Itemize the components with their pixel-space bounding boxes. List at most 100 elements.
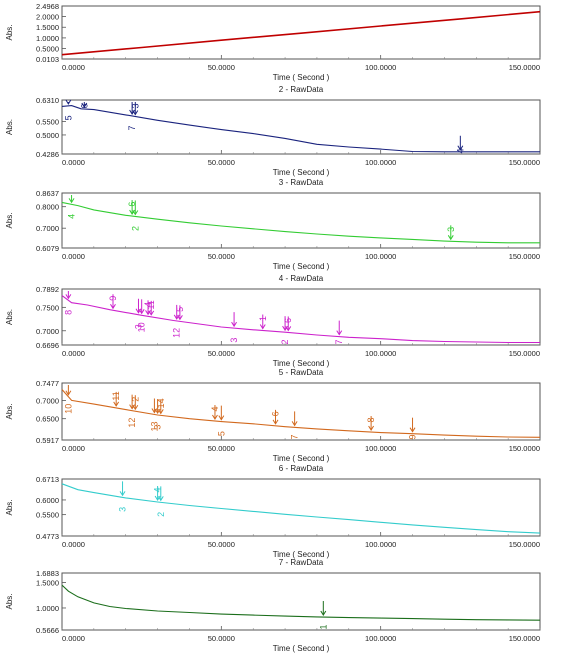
marker-label: 12 [127,418,137,428]
y-tick-label: 0.6079 [36,244,59,253]
y-tick-label: 1.0000 [36,604,59,613]
marker-annotation: 4 [143,300,153,316]
y-axis-label: Abs. [5,309,14,325]
series-line [61,483,541,534]
x-tick-label: 0.0000 [62,63,85,72]
y-tick-label: 2.0000 [36,13,59,22]
marker-label: 6 [127,202,137,207]
marker-label: 3 [153,425,163,430]
y-tick-label: 0.6500 [36,415,59,424]
y-tick-label: 0.6000 [36,496,59,505]
chart-title: 4 - RawData [279,274,324,283]
marker-annotation: 4 [67,195,77,219]
x-tick-label: 150.0000 [509,540,540,549]
x-axis-label: Time ( Second ) [273,644,330,653]
chart-title: 7 - RawData [279,558,324,567]
y-tick-label: 0.7500 [36,303,59,312]
y-axis-label: Abs. [5,593,14,609]
x-tick-label: 50.0000 [208,349,235,358]
marker-annotation: 9 [108,294,118,310]
x-axis-label: Time ( Second ) [273,73,330,82]
marker-label: 11 [146,300,156,309]
marker-annotation: 4 [455,135,465,154]
marker-label: 8 [366,418,376,423]
marker-label: 12 [172,328,182,338]
x-tick-label: 150.0000 [509,349,540,358]
marker-label: 10 [63,404,73,414]
marker-label: 6 [283,318,293,323]
marker-arrow-head [231,321,238,328]
x-tick-label: 0.0000 [62,444,85,453]
marker-arrow-head [65,294,72,300]
y-tick-label: 1.6883 [36,569,59,578]
marker-arrow-head [68,198,75,204]
y-tick-label: 0.7000 [36,396,59,405]
x-tick-label: 150.0000 [509,63,540,72]
marker-annotation: 3 [446,225,456,241]
y-axis-label: Abs. [5,212,14,228]
marker-label: 13 [149,421,159,431]
marker-arrow-head [176,315,183,321]
x-tick-label: 150.0000 [509,634,540,643]
series-line [61,584,541,621]
series-line [61,105,540,153]
series-line [61,201,540,244]
marker-arrow-head [119,491,126,497]
x-tick-label: 50.0000 [208,444,235,453]
marker-label: 1 [258,316,268,321]
marker-annotation: 2 [130,395,140,411]
marker-arrow-head [65,99,72,105]
x-tick-label: 0.0000 [62,158,85,167]
marker-label: 4 [143,302,153,307]
y-tick-label: 0.6696 [36,341,59,350]
marker-arrow-head [113,401,120,407]
marker-label: 9 [408,434,418,439]
chart-2: 2 - RawData 0.4286 0.5000 0.5500 0.6310 0.000… [5,85,541,177]
y-tick-label: 1.5000 [36,579,59,588]
chart-5: 5 - RawData 0.5917 0.6500 0.7000 0.7477 0.000… [5,368,541,463]
marker-label: 2 [130,226,140,231]
marker-label: 4 [455,148,465,153]
x-tick-label: 100.0000 [365,444,396,453]
y-tick-label: 1.5000 [36,23,59,32]
marker-arrow-head [132,404,139,411]
x-tick-label: 0.0000 [62,540,85,549]
y-tick-label: 0.0103 [36,55,59,64]
marker-annotation: 2 [130,200,140,231]
marker-label: 4 [153,487,163,492]
marker-arrow-head [212,414,218,420]
marker-arrow-head [447,235,454,241]
y-tick-label: 0.6713 [36,475,59,484]
marker-arrow-head [132,110,139,116]
marker-label: 3 [133,324,143,329]
marker-arrow-head [259,324,266,330]
marker-label: 7 [290,434,300,439]
marker-annotation: 5 [63,99,73,120]
y-tick-label: 0.5666 [36,626,59,635]
y-tick-label: 2.4968 [36,2,59,11]
marker-annotation: 1 [318,601,328,630]
chart-6: 6 - RawData 0.4773 0.5500 0.6000 0.6713 0.000… [5,464,541,559]
x-tick-label: 150.0000 [509,158,540,167]
plot-frame [61,572,541,631]
plot-frame [61,192,541,249]
y-tick-label: 0.7892 [36,285,59,294]
y-axis-label: Abs. [5,499,14,515]
marker-label: 14 [156,398,166,408]
chart-title: 2 - RawData [279,85,324,94]
marker-arrow-head [457,145,464,151]
marker-label: 6 [271,411,281,416]
y-axis-label: Abs. [5,403,14,419]
marker-annotation: 2 [156,486,166,517]
y-axis-label: Abs. [5,119,14,135]
x-tick-label: 100.0000 [365,158,396,167]
x-axis-label: Time ( Second ) [273,454,330,463]
plot-frame [61,288,541,346]
x-axis-label: Time ( Second ) [273,359,330,368]
x-tick-label: 100.0000 [365,634,396,643]
marker-label: 2 [130,397,140,402]
marker-label: 8 [63,310,73,315]
x-tick-label: 0.0000 [62,349,85,358]
x-axis-label: Time ( Second ) [273,550,330,559]
